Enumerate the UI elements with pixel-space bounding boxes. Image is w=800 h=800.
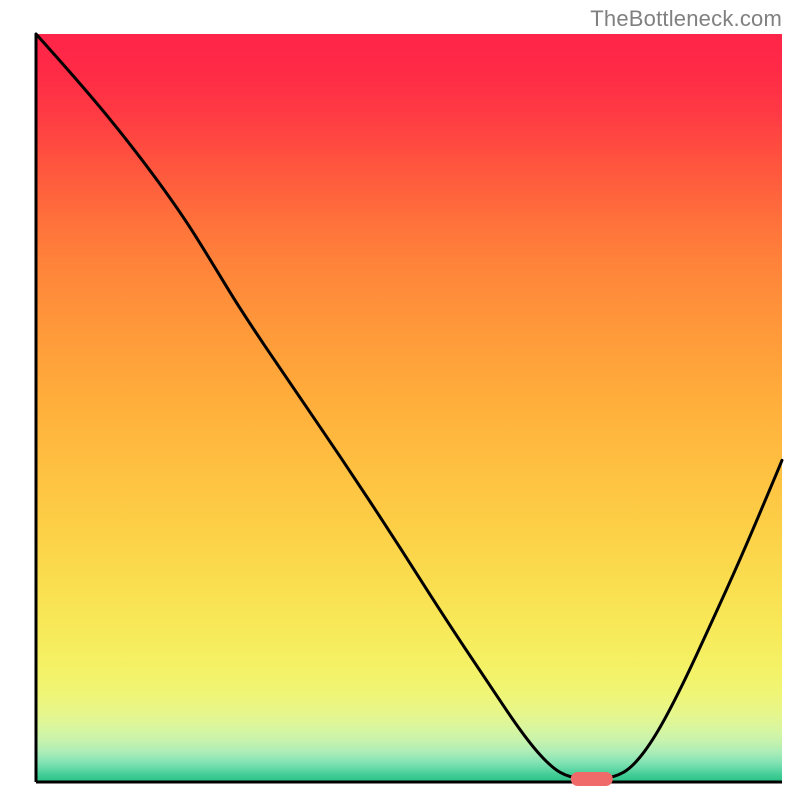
plot-background <box>36 34 782 782</box>
watermark-text: TheBottleneck.com <box>590 6 782 32</box>
optimal-marker <box>571 772 613 786</box>
chart-wrapper: TheBottleneck.com <box>0 0 800 800</box>
bottleneck-chart <box>0 0 800 800</box>
